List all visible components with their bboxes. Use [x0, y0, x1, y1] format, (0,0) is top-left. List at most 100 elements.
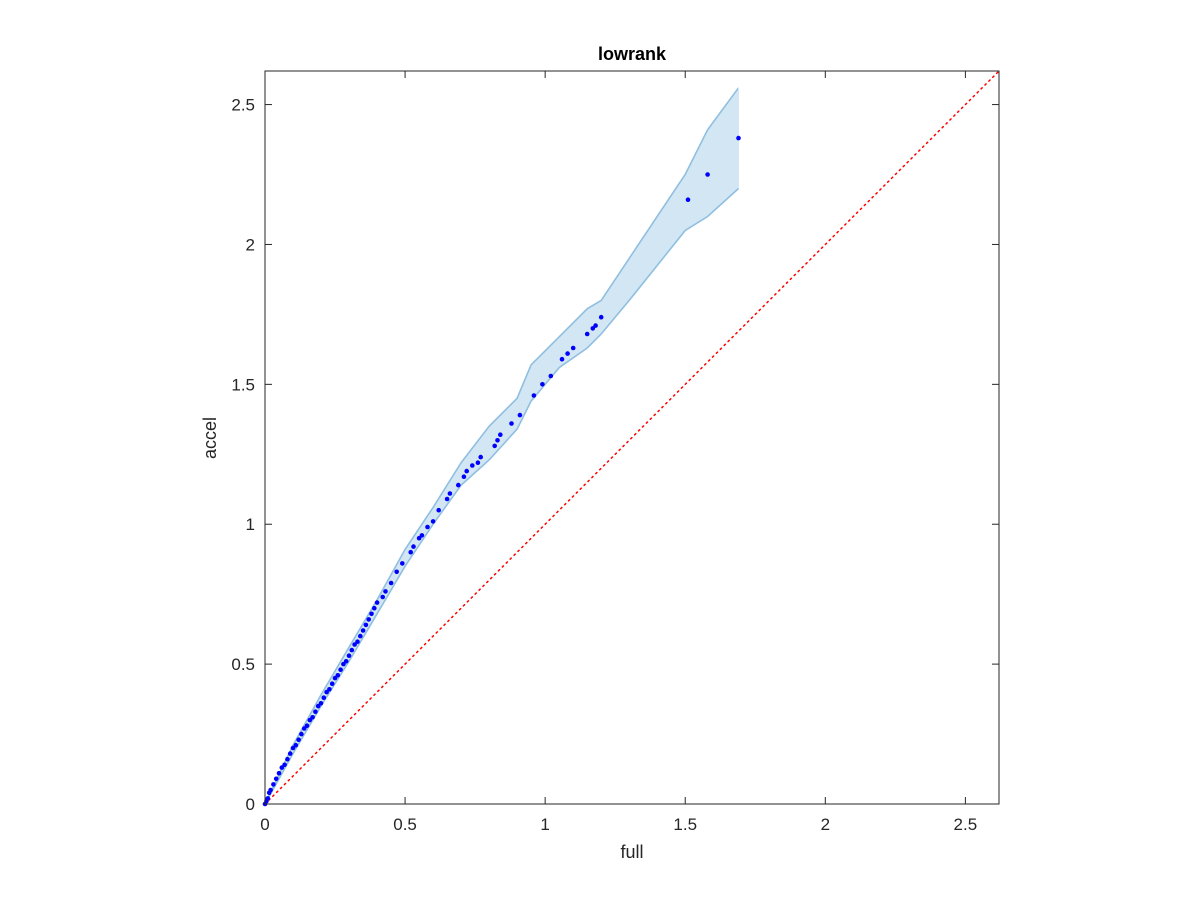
- data-point: [332, 675, 338, 681]
- data-point: [570, 345, 576, 351]
- data-point: [369, 611, 374, 617]
- y-tick-label: 1.5: [231, 375, 255, 394]
- data-point: [565, 351, 570, 356]
- y-tick-label: 2.5: [231, 96, 255, 115]
- data-point: [349, 647, 355, 653]
- data-point: [327, 687, 332, 692]
- data-point: [419, 533, 425, 538]
- data-point: [310, 715, 315, 720]
- data-point: [358, 633, 363, 639]
- data-point: [290, 745, 296, 751]
- x-tick-label: 0: [260, 815, 269, 834]
- data-point: [318, 701, 324, 706]
- data-point: [411, 544, 416, 549]
- data-point: [598, 314, 604, 320]
- data-point: [456, 482, 461, 488]
- x-tick-label: 2.5: [954, 815, 978, 834]
- data-point: [285, 756, 290, 762]
- x-axis-label: full: [620, 842, 643, 862]
- data-point: [282, 762, 287, 768]
- y-axis-label: accel: [200, 417, 220, 459]
- data-point: [498, 432, 503, 438]
- data-point: [705, 172, 710, 177]
- data-point: [540, 382, 545, 387]
- data-point: [394, 569, 400, 575]
- data-point: [338, 667, 343, 672]
- x-tick-label: 2: [821, 815, 830, 834]
- data-points-layer: [262, 135, 741, 807]
- confidence-band-lower-edge: [264, 187, 740, 805]
- data-point: [444, 496, 450, 502]
- data-point: [299, 731, 304, 737]
- reference-line-layer: [264, 70, 1000, 805]
- data-point: [341, 661, 346, 667]
- data-point: [268, 787, 273, 793]
- data-point: [584, 331, 590, 337]
- data-point: [304, 723, 310, 728]
- axes-box: [264, 70, 1000, 805]
- data-point: [273, 776, 279, 782]
- data-point: [436, 507, 442, 513]
- data-point: [590, 326, 596, 331]
- x-tick-label: 1.5: [673, 815, 697, 834]
- data-point: [531, 393, 537, 398]
- data-point: [425, 524, 430, 530]
- data-point: [374, 600, 380, 605]
- ticks-layer: 0 0.5 1 1.5 2 2.5 0 0.5 1 1.5 2 2.5: [231, 71, 999, 834]
- data-point: [355, 639, 360, 644]
- data-point: [495, 438, 500, 443]
- reference-line-identity: [264, 70, 1000, 805]
- data-point: [271, 782, 276, 787]
- data-point: [593, 323, 598, 328]
- data-point: [360, 628, 366, 633]
- data-point: [548, 373, 554, 379]
- data-point: [736, 135, 741, 141]
- data-point: [307, 717, 313, 723]
- data-point: [464, 468, 470, 474]
- data-point: [492, 443, 498, 449]
- data-point: [400, 561, 405, 566]
- data-point: [346, 653, 352, 658]
- data-point: [324, 689, 329, 695]
- data-point: [265, 796, 271, 801]
- data-point: [408, 549, 414, 555]
- x-tick-label: 0.5: [393, 815, 417, 834]
- data-point: [559, 356, 565, 362]
- data-point: [383, 589, 388, 594]
- data-point: [475, 460, 481, 466]
- y-tick-label: 2: [246, 235, 255, 254]
- y-tick-label: 0: [246, 795, 255, 814]
- data-point: [352, 642, 357, 647]
- data-point: [685, 197, 691, 202]
- chart-title: lowrank: [598, 44, 667, 64]
- data-point: [517, 412, 523, 418]
- data-point: [293, 742, 299, 748]
- data-point: [279, 765, 285, 770]
- data-point: [380, 594, 386, 600]
- data-point: [372, 605, 377, 611]
- y-tick-label: 1: [246, 515, 255, 534]
- data-point: [430, 519, 436, 524]
- data-point: [366, 617, 372, 622]
- data-point: [329, 681, 335, 686]
- confidence-band-layer: [264, 87, 740, 805]
- y-tick-label: 0.5: [231, 655, 255, 674]
- data-point: [416, 535, 422, 541]
- data-point: [509, 421, 514, 426]
- data-point: [461, 474, 467, 480]
- data-point: [335, 673, 341, 678]
- data-point: [296, 737, 301, 742]
- data-point: [276, 770, 282, 776]
- x-tick-label: 1: [540, 815, 549, 834]
- data-point: [301, 726, 307, 731]
- data-point: [363, 622, 369, 628]
- data-point: [313, 709, 318, 714]
- data-point: [478, 454, 484, 460]
- data-point: [343, 659, 349, 664]
- data-point: [287, 751, 293, 756]
- confidence-band-upper-edge: [264, 87, 740, 805]
- data-point: [447, 491, 453, 496]
- data-point: [315, 703, 321, 709]
